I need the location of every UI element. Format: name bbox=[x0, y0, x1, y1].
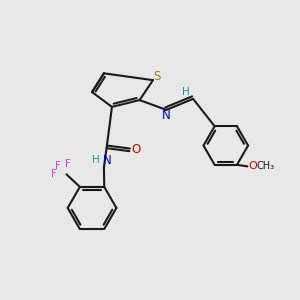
Text: S: S bbox=[153, 70, 160, 83]
Text: N: N bbox=[161, 109, 170, 122]
Text: F: F bbox=[65, 159, 71, 169]
Text: H: H bbox=[182, 87, 190, 97]
Text: O: O bbox=[132, 142, 141, 156]
Text: N: N bbox=[103, 154, 111, 167]
Text: F: F bbox=[55, 161, 61, 171]
Text: H: H bbox=[92, 155, 100, 165]
Text: O: O bbox=[248, 161, 257, 171]
Text: F: F bbox=[51, 169, 57, 179]
Text: CH₃: CH₃ bbox=[257, 161, 275, 171]
